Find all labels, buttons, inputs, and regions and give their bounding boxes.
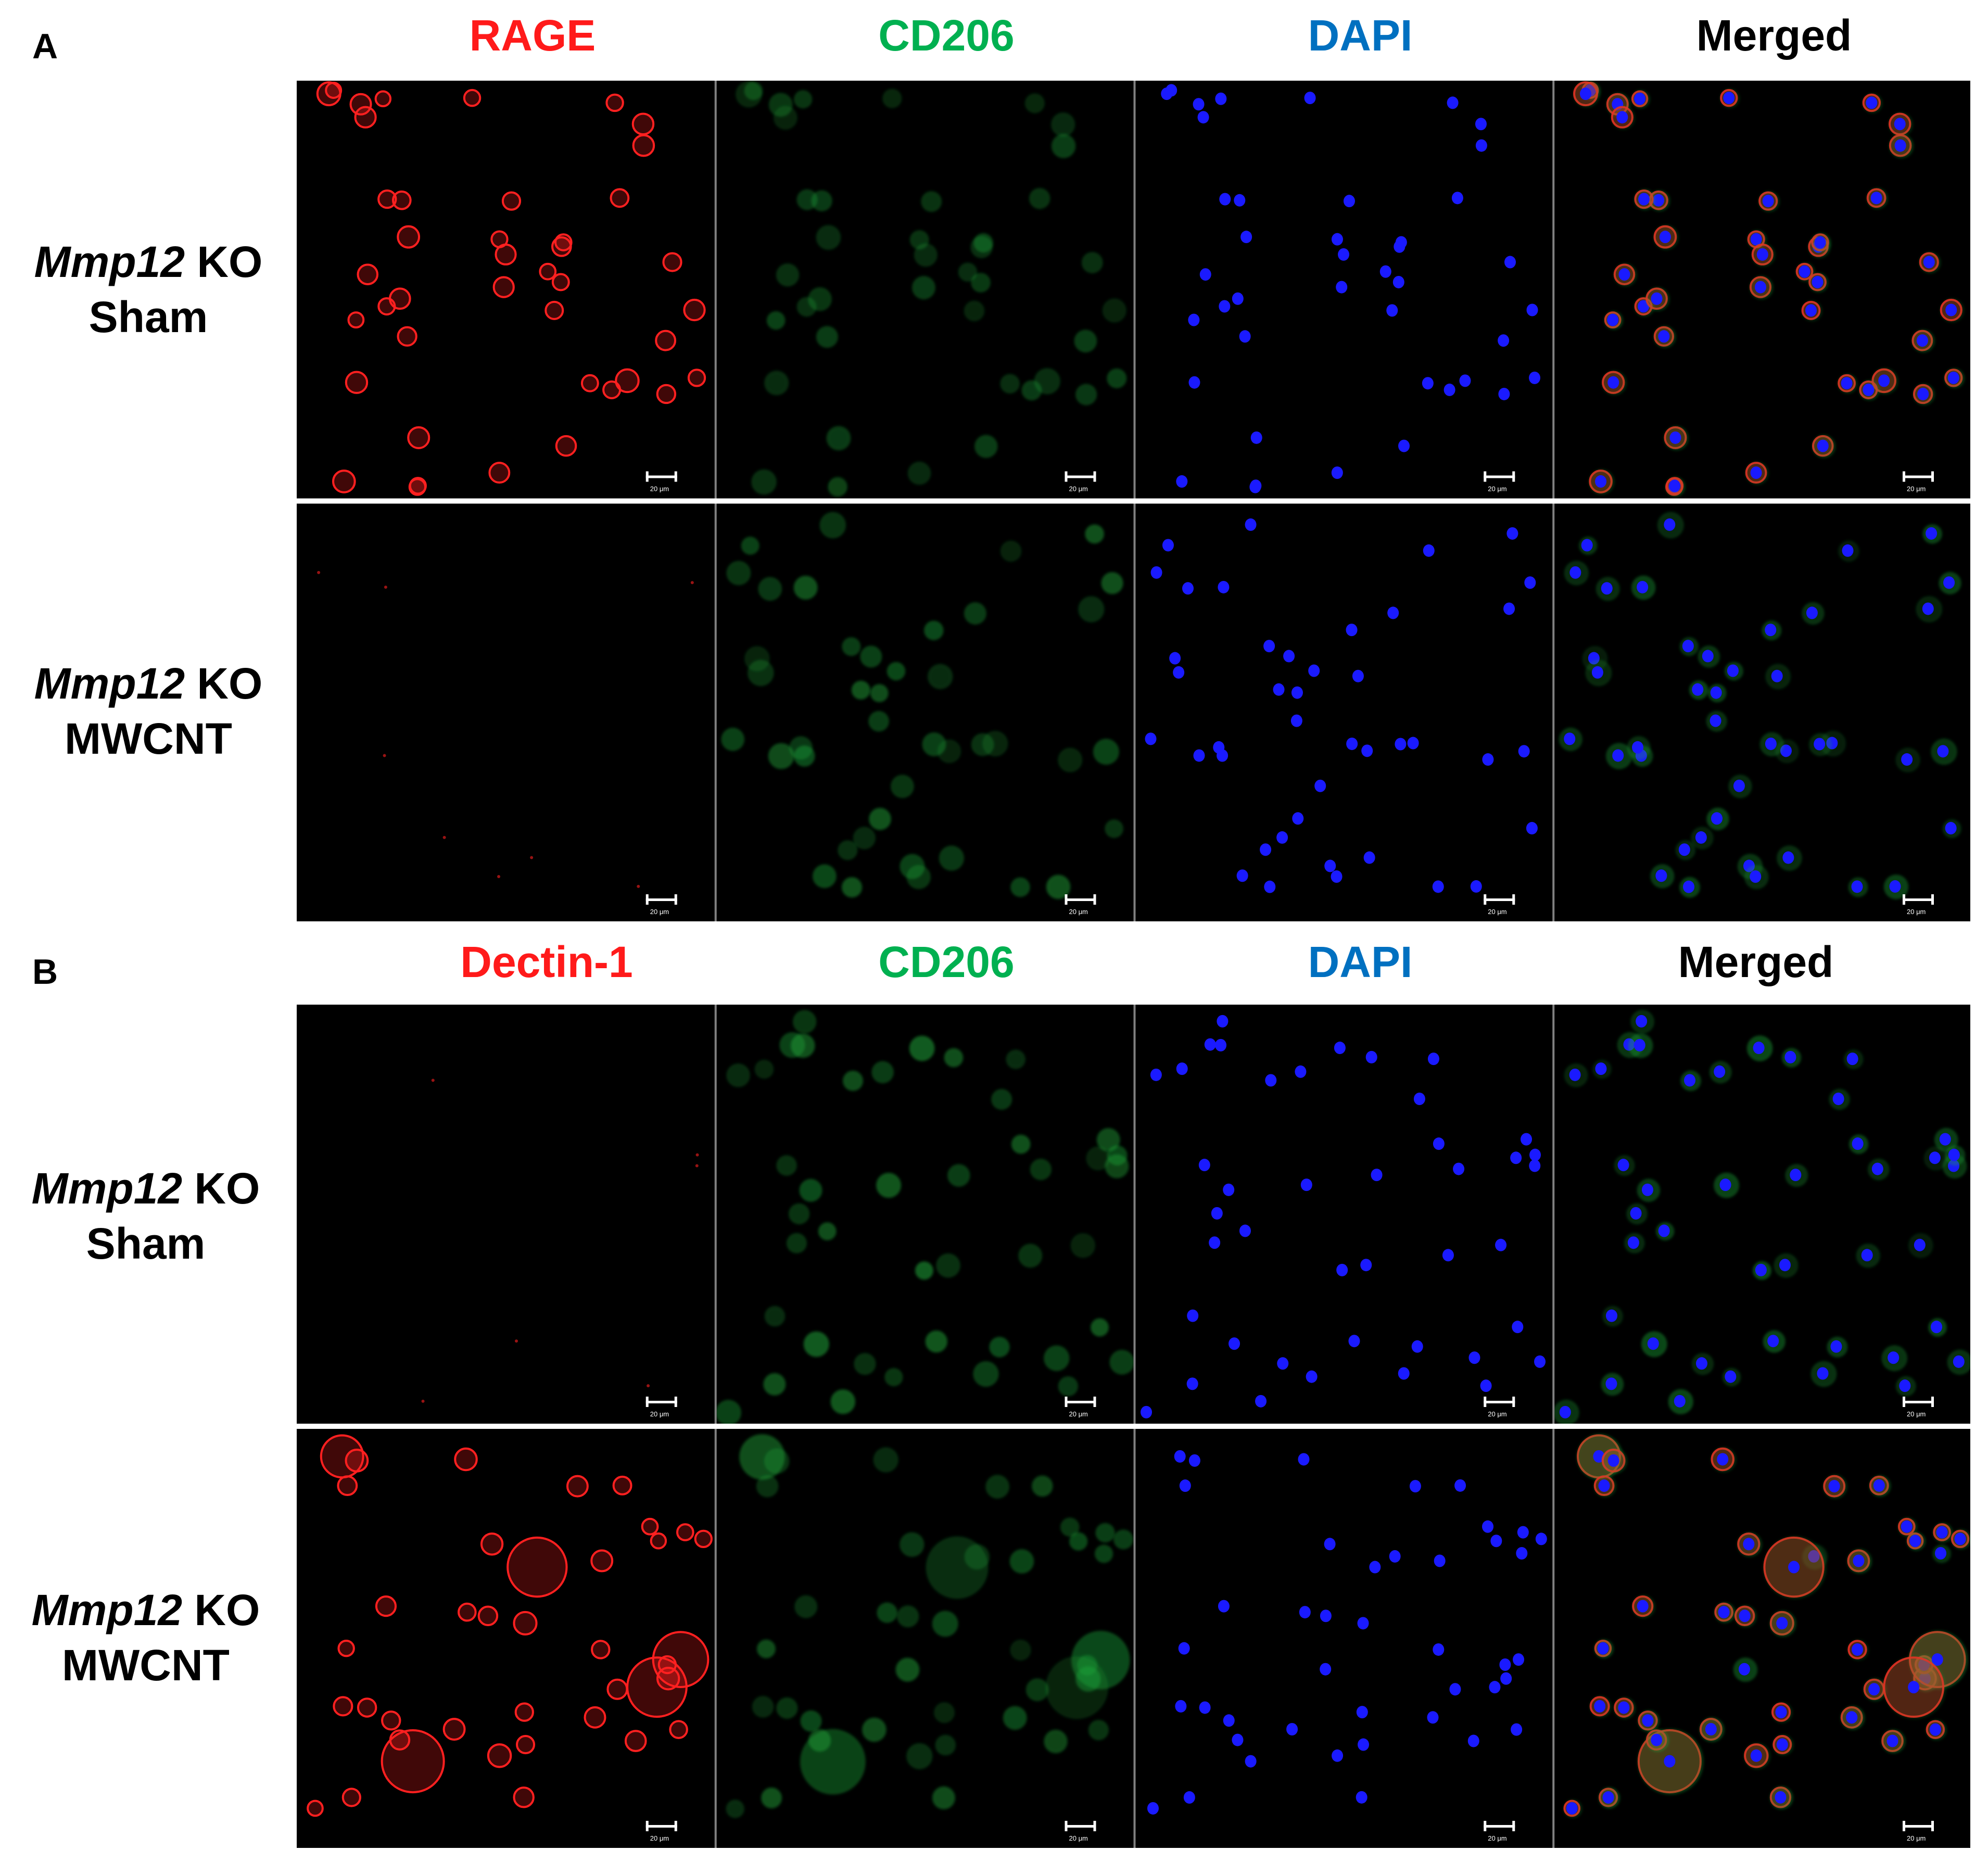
row-label-a-mwcnt: Mmp12 KO MWCNT xyxy=(8,656,289,766)
scale-bar: 20 μm xyxy=(1065,894,1096,916)
scale-bar: 20 μm xyxy=(1484,894,1515,916)
scale-bar-label: 20 μm xyxy=(650,1834,669,1842)
scale-bar-label: 20 μm xyxy=(1907,1834,1926,1842)
micrograph-tile-r2-c3: 20 μm xyxy=(1134,1429,1552,1848)
scale-bar: 20 μm xyxy=(645,1821,677,1842)
scale-bar: 20 μm xyxy=(1065,1397,1096,1418)
micrograph-tile-r1-c1: 20 μm xyxy=(297,81,714,499)
scale-bar-label: 20 μm xyxy=(650,485,669,493)
micrograph-grid-b: 20 μm 20 μm 20 μm 20 μm 20 μm 20 μm 20 μm 20 μm xyxy=(297,1005,1970,1848)
genotype-suffix: KO xyxy=(185,659,263,708)
micrograph-grid-a-svg: 20 μm 20 μm 20 μm 20 μm 20 μm 20 μm 20 μm 20 μm xyxy=(297,81,1970,921)
condition: Sham xyxy=(88,293,208,341)
scale-bar-label: 20 μm xyxy=(1488,908,1506,916)
scale-bar: 20 μm xyxy=(1903,471,1934,493)
column-header-merged: Merged xyxy=(1678,937,1834,986)
row-label-a-sham: Mmp12 KO Sham xyxy=(8,234,289,345)
scale-bar: 20 μm xyxy=(1484,471,1515,493)
condition: MWCNT xyxy=(62,1641,230,1690)
scale-bar: 20 μm xyxy=(1065,1821,1096,1842)
micrograph-tile-r1-c3: 20 μm xyxy=(1134,1005,1552,1424)
column-header-cd206: CD206 xyxy=(878,11,1015,60)
row-label-b-sham: Mmp12 KO Sham xyxy=(5,1161,286,1271)
row-label-b-mwcnt: Mmp12 KO MWCNT xyxy=(5,1582,286,1693)
micrograph-tile-r1-c2: 20 μm xyxy=(715,81,1133,499)
scale-bar: 20 μm xyxy=(645,894,677,916)
micrograph-tile-r1-c1: 20 μm xyxy=(297,1005,714,1424)
micrograph-tile-r2-c1: 20 μm xyxy=(297,1429,714,1848)
condition: MWCNT xyxy=(65,714,232,763)
column-header-dapi: DAPI xyxy=(1308,937,1413,986)
column-header-rage: RAGE xyxy=(469,11,596,60)
scale-bar: 20 μm xyxy=(1903,1821,1934,1842)
row-divider xyxy=(297,1424,1970,1429)
genotype-suffix: KO xyxy=(185,237,263,286)
row-divider xyxy=(297,498,1970,504)
gene-name: Mmp12 xyxy=(34,237,185,286)
scale-bar: 20 μm xyxy=(1903,894,1934,916)
micrograph-tile-r2-c2: 20 μm xyxy=(715,1429,1133,1848)
scale-bar-label: 20 μm xyxy=(650,908,669,916)
scale-bar-label: 20 μm xyxy=(1069,1410,1088,1418)
column-header-dapi: DAPI xyxy=(1308,11,1413,60)
gene-name: Mmp12 xyxy=(34,659,185,708)
scale-bar: 20 μm xyxy=(645,1397,677,1418)
genotype-suffix: KO xyxy=(182,1164,260,1213)
scale-bar: 20 μm xyxy=(645,471,677,493)
gene-name: Mmp12 xyxy=(31,1164,183,1213)
panel-letter-a: A xyxy=(32,27,58,66)
scale-bar: 20 μm xyxy=(1484,1821,1515,1842)
scale-bar: 20 μm xyxy=(1903,1397,1934,1418)
scale-bar: 20 μm xyxy=(1065,471,1096,493)
scale-bar: 20 μm xyxy=(1484,1397,1515,1418)
micrograph-tile-r1-c4: 20 μm xyxy=(1553,81,1970,499)
scale-bar-label: 20 μm xyxy=(1069,485,1088,493)
micrograph-grid-a: 20 μm 20 μm 20 μm 20 μm 20 μm 20 μm 20 μm 20 μm xyxy=(297,81,1970,921)
column-header-dectin-1: Dectin-1 xyxy=(460,937,633,986)
scale-bar-label: 20 μm xyxy=(1907,1410,1926,1418)
micrograph-tile-r2-c1: 20 μm xyxy=(297,503,714,921)
micrograph-tile-r1-c3: 20 μm xyxy=(1134,81,1552,499)
panel-letter-b: B xyxy=(32,952,58,992)
micrograph-grid-b-svg: 20 μm 20 μm 20 μm 20 μm 20 μm 20 μm 20 μm 20 μm xyxy=(297,1005,1970,1848)
scale-bar-label: 20 μm xyxy=(1069,908,1088,916)
micrograph-tile-r2-c4: 20 μm xyxy=(1553,503,1970,921)
micrograph-tile-r1-c4: 20 μm xyxy=(1553,1005,1970,1426)
micrograph-tile-r2-c2: 20 μm xyxy=(715,503,1133,921)
micrograph-tile-r2-c4: 20 μm xyxy=(1553,1429,1970,1848)
column-header-merged: Merged xyxy=(1696,11,1852,60)
column-header-cd206: CD206 xyxy=(878,937,1015,986)
scale-bar-label: 20 μm xyxy=(1488,1834,1506,1842)
scale-bar-label: 20 μm xyxy=(1488,1410,1506,1418)
scale-bar-label: 20 μm xyxy=(1069,1834,1088,1842)
scale-bar-label: 20 μm xyxy=(1907,485,1926,493)
gene-name: Mmp12 xyxy=(31,1586,183,1634)
scale-bar-label: 20 μm xyxy=(650,1410,669,1418)
micrograph-tile-r2-c3: 20 μm xyxy=(1134,503,1552,921)
genotype-suffix: KO xyxy=(182,1586,260,1634)
condition: Sham xyxy=(86,1219,206,1268)
micrograph-tile-r1-c2: 20 μm xyxy=(715,1005,1134,1426)
scale-bar-label: 20 μm xyxy=(1907,908,1926,916)
scale-bar-label: 20 μm xyxy=(1488,485,1506,493)
